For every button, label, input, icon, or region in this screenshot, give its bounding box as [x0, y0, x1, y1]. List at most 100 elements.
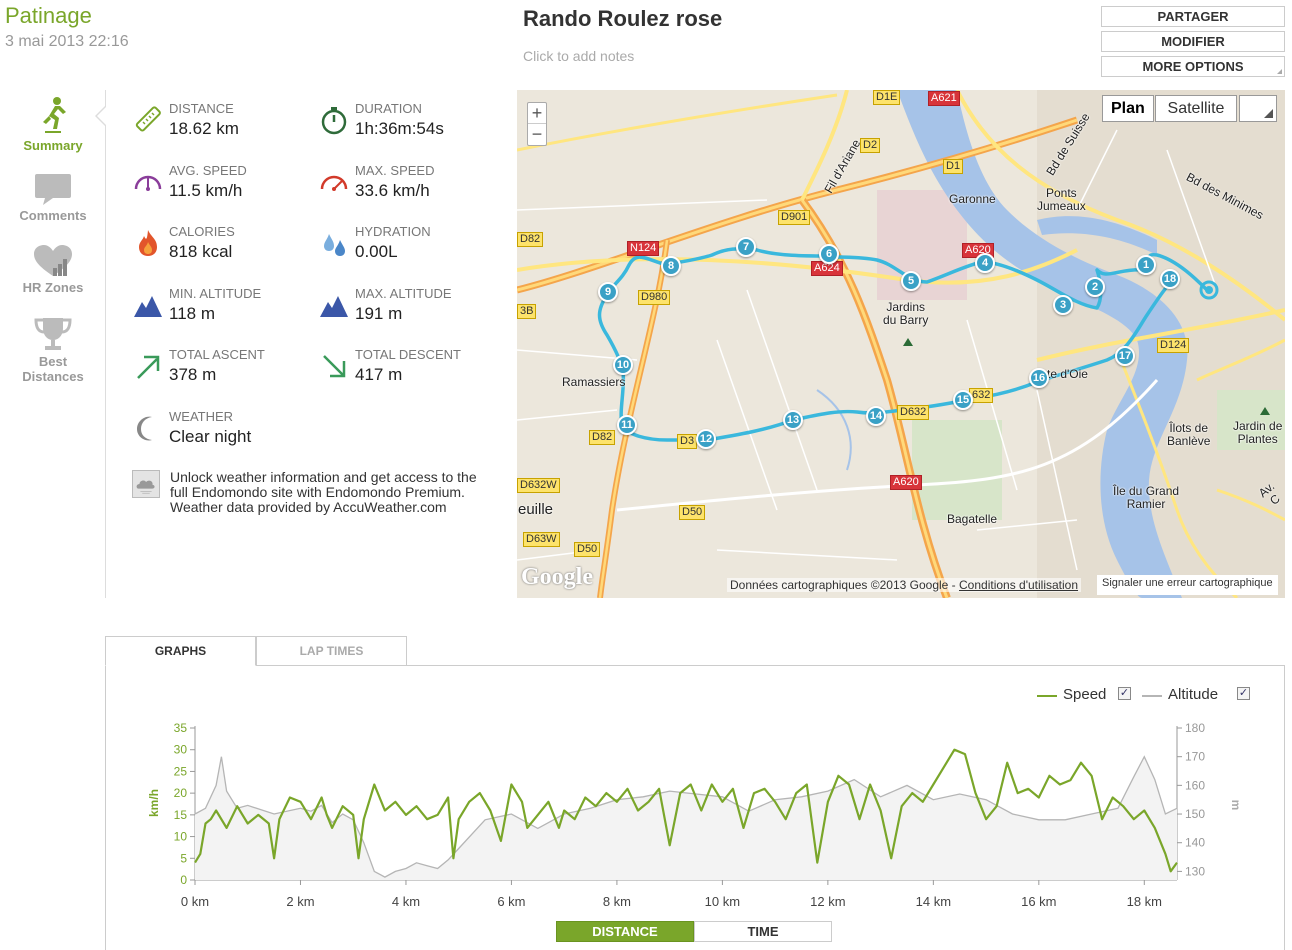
map-place-ile-du-grand-ramier: Île du Grand Ramier [1113, 484, 1180, 511]
map-place-feuille: euille [518, 501, 554, 518]
left-axis: 0 5 10 15 20 25 30 35 [174, 721, 196, 887]
google-logo: Google [521, 564, 593, 590]
workout-datetime: 3 mai 2013 22:16 [5, 33, 129, 50]
lap-marker-4[interactable]: 4 [975, 253, 995, 273]
add-notes-link[interactable]: Click to add notes [523, 48, 635, 64]
road-d124: D124 [1157, 338, 1190, 353]
x-axis-distance-button[interactable]: DISTANCE [556, 921, 694, 942]
lap-marker-7[interactable]: 7 [736, 237, 756, 257]
nav-hr-zones-label: HR Zones [22, 280, 84, 295]
map-type-plan[interactable]: Plan [1102, 95, 1154, 122]
nav-comments-label: Comments [19, 208, 87, 223]
stat-duration: DURATION 1h:36m:54s [319, 101, 489, 151]
lap-marker-2[interactable]: 2 [1085, 277, 1105, 297]
altitude-checkbox[interactable]: ✓ [1237, 687, 1250, 700]
x-tick-label: 12 km [810, 894, 845, 909]
left-tick-label: 25 [174, 764, 188, 778]
road-d2: D2 [860, 138, 881, 153]
speed-checkbox[interactable]: ✓ [1118, 687, 1131, 700]
zoom-out-button[interactable]: − [531, 124, 543, 144]
edit-button[interactable]: MODIFIER [1101, 31, 1285, 52]
nav-summary[interactable]: Summary [0, 96, 106, 153]
nav-best-distances[interactable]: Best Distances [0, 316, 106, 384]
stat-max-speed: MAX. SPEED 33.6 km/h [319, 163, 489, 213]
stat-total-ascent: TOTAL ASCENT 378 m [133, 347, 303, 397]
altitude-area [195, 756, 1177, 880]
more-options-button[interactable]: MORE OPTIONS [1101, 56, 1285, 77]
lap-marker-5[interactable]: 5 [901, 271, 921, 291]
stat-max-speed-label: MAX. SPEED [355, 163, 435, 178]
left-tick-label: 10 [174, 830, 188, 844]
x-axis-time-button[interactable]: TIME [694, 921, 832, 942]
road-a624: A624 [811, 261, 843, 276]
stat-distance-label: DISTANCE [169, 101, 234, 116]
road-n124: N124 [627, 241, 660, 256]
stat-avg-speed-label: AVG. SPEED [169, 163, 247, 178]
map-zoom-control: + − [527, 102, 547, 146]
left-tick-label: 20 [174, 786, 188, 800]
y-axis-left-label: km/h [147, 789, 161, 817]
road-d901: D901 [778, 210, 811, 225]
tab-graphs[interactable]: GRAPHS [105, 636, 256, 666]
map-type-satellite[interactable]: Satellite [1155, 95, 1237, 122]
legend-altitude-label: Altitude [1168, 686, 1219, 703]
stat-weather: WEATHER Clear night [133, 409, 303, 459]
lap-marker-3[interactable]: 3 [1053, 295, 1073, 315]
share-button[interactable]: PARTAGER [1101, 6, 1285, 27]
road-a620-south: A620 [890, 475, 922, 490]
stat-avg-speed-value: 11.5 km/h [169, 181, 243, 200]
nav-best-label-1: Best [38, 354, 68, 369]
x-tick-label: 8 km [603, 894, 631, 909]
stat-total-descent-label: TOTAL DESCENT [355, 347, 461, 362]
lap-marker-6[interactable]: 6 [819, 244, 839, 264]
map-attribution: Données cartographiques ©2013 Google - C… [727, 578, 1082, 592]
report-map-error-link[interactable]: Signaler une erreur cartographique [1097, 575, 1278, 595]
speed-line [194, 748, 1178, 873]
trophy-icon [34, 318, 72, 350]
comment-bubble-icon [35, 174, 71, 205]
x-axis: 0 km 2 km 4 km 6 km 8 km 10 km 12 km 14 km 16 km… [181, 879, 1177, 909]
stat-duration-label: DURATION [355, 101, 422, 116]
lap-marker-12[interactable]: 12 [696, 429, 716, 449]
stat-min-altitude: MIN. ALTITUDE 118 m [133, 286, 303, 336]
map-place-bagatelle: Bagatelle [947, 512, 998, 526]
map-place-ilots-de-banleve: Îlots de Banlève [1167, 421, 1211, 448]
lap-marker-14[interactable]: 14 [866, 406, 886, 426]
road-d50: D50 [679, 505, 706, 520]
road-d82: D82 [589, 430, 616, 445]
left-tick-label: 0 [180, 873, 187, 887]
road-d1: D1 [943, 159, 964, 174]
legend-speed-swatch [1037, 695, 1057, 697]
stat-weather-value: Clear night [169, 427, 252, 446]
terms-link[interactable]: Conditions d'utilisation [959, 578, 1079, 592]
map-place-ramassiers: Ramassiers [562, 375, 626, 389]
promo-text: Unlock weather information and get acces… [170, 469, 477, 500]
lap-marker-8[interactable]: 8 [661, 256, 681, 276]
lap-marker-13[interactable]: 13 [783, 410, 803, 430]
road-d82-west: D82 [517, 232, 544, 247]
skater-icon [43, 97, 66, 133]
left-tick-label: 5 [180, 851, 187, 865]
map-fullscreen-button[interactable] [1239, 95, 1277, 122]
x-tick-label: 16 km [1021, 894, 1056, 909]
y-axis-right-label: m [1229, 800, 1243, 811]
legend-speed-label: Speed [1063, 686, 1107, 703]
stat-max-altitude-value: 191 m [355, 304, 403, 323]
map-place-jardins-du-barry: Jardins du Barry [883, 300, 929, 327]
lap-marker-17[interactable]: 17 [1115, 346, 1135, 366]
lap-marker-16[interactable]: 16 [1029, 368, 1049, 388]
nav-comments[interactable]: Comments [0, 172, 106, 223]
lap-marker-1[interactable]: 1 [1136, 255, 1156, 275]
lap-marker-15[interactable]: 15 [953, 390, 973, 410]
tab-lap-times[interactable]: LAP TIMES [256, 636, 407, 666]
heart-chart-icon [34, 245, 72, 276]
route-map[interactable]: Ponts Jumeaux Jardins du Barry Ramassiers … [517, 90, 1285, 598]
moon-icon [137, 416, 152, 441]
nav-hr-zones[interactable]: HR Zones [0, 244, 106, 295]
road-d3: D3 [677, 434, 698, 449]
lap-marker-10[interactable]: 10 [613, 355, 633, 375]
lap-marker-11[interactable]: 11 [617, 415, 637, 435]
zoom-in-button[interactable]: + [528, 103, 546, 124]
lap-marker-18[interactable]: 18 [1160, 269, 1180, 289]
lap-marker-9[interactable]: 9 [598, 282, 618, 302]
